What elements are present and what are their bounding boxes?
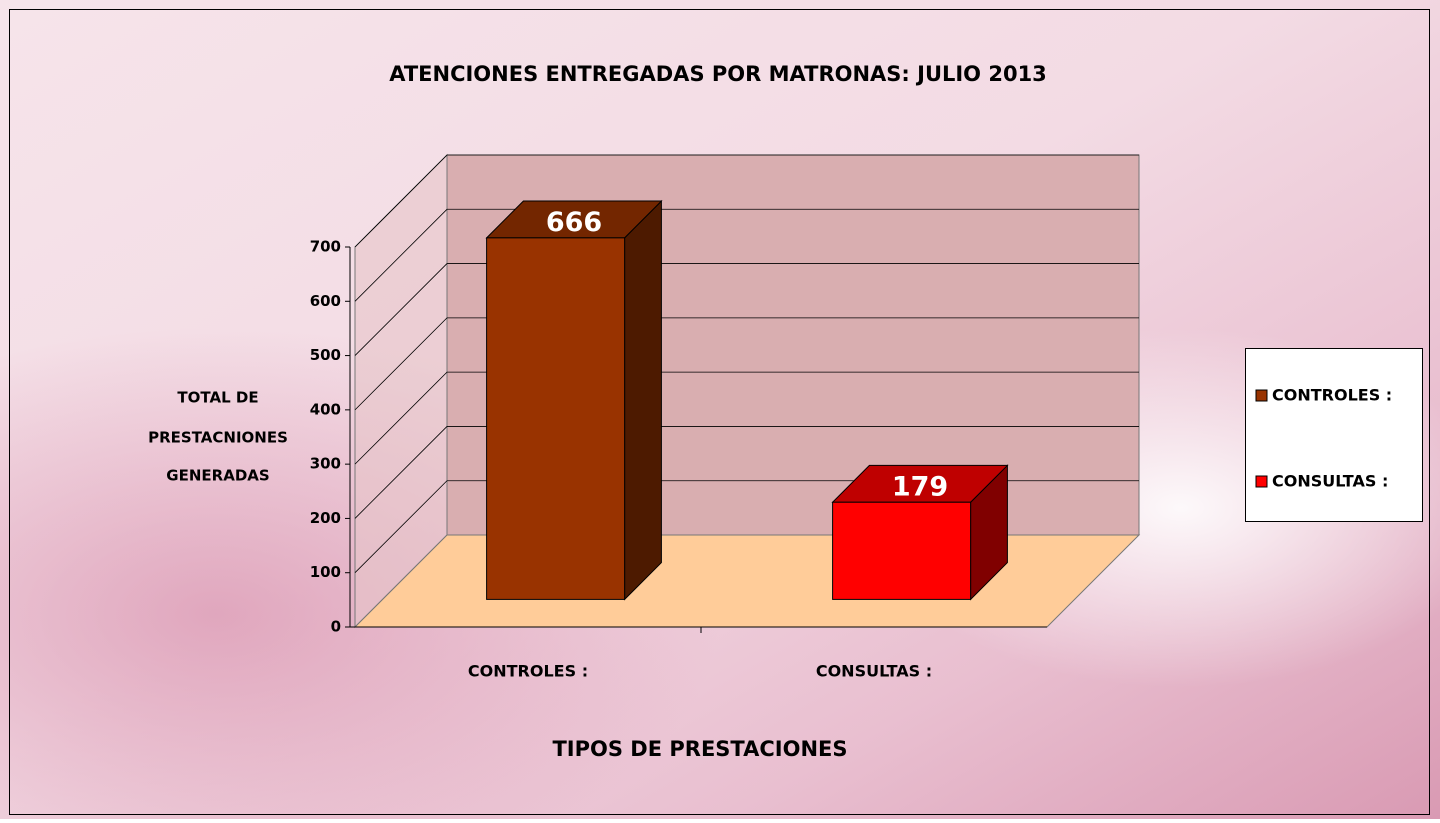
chart-title: ATENCIONES ENTREGADAS POR MATRONAS: JULI… [389, 62, 1047, 86]
y-tick-label: 300 [310, 455, 341, 473]
chart: ATENCIONES ENTREGADAS POR MATRONAS: JULI… [0, 0, 1440, 819]
y-tick-label: 600 [310, 292, 341, 310]
y-tick-label: 400 [310, 400, 341, 418]
y-tick-label: 0 [331, 618, 341, 636]
y-axis-label: PRESTACNIONES [148, 429, 288, 447]
y-axis-label: GENERADAS [166, 467, 269, 485]
legend-swatch [1256, 390, 1267, 401]
legend [1246, 349, 1423, 522]
bar [487, 238, 625, 600]
y-tick-label: 200 [310, 509, 341, 527]
legend-swatch [1256, 476, 1267, 487]
x-tick-label: CONSULTAS : [816, 662, 932, 681]
x-tick-label: CONTROLES : [468, 662, 588, 681]
y-tick-label: 700 [310, 238, 341, 256]
value-label: 666 [546, 207, 602, 238]
y-axis-label: TOTAL DE [177, 389, 258, 407]
bar [833, 502, 971, 599]
value-label: 179 [892, 471, 948, 502]
y-tick-label: 500 [310, 346, 341, 364]
floor [355, 535, 1139, 627]
y-tick-label: 100 [310, 563, 341, 581]
bar-side [625, 201, 662, 599]
x-axis-label: TIPOS DE PRESTACIONES [552, 737, 847, 761]
legend-label: CONTROLES : [1272, 386, 1392, 405]
legend-label: CONSULTAS : [1272, 472, 1388, 491]
